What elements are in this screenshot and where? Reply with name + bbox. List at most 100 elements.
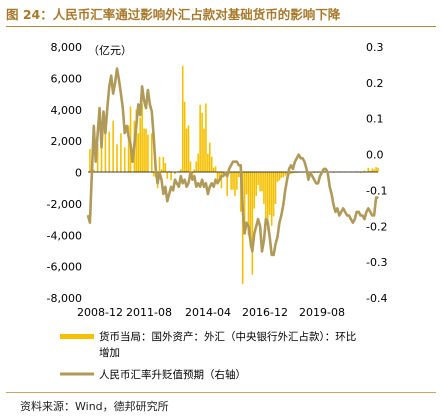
bar: [332, 172, 335, 173]
bar: [151, 133, 153, 172]
line-point: [313, 178, 316, 181]
line-point: [263, 239, 265, 242]
bar: [116, 144, 118, 172]
line-point: [270, 254, 273, 256]
line-point: [209, 186, 211, 188]
line-point: [228, 168, 230, 170]
line-point: [91, 171, 93, 174]
bar: [158, 156, 161, 172]
bar: [100, 134, 103, 172]
line-point: [290, 164, 292, 167]
bar: [108, 131, 111, 172]
bar: [141, 103, 143, 172]
line-point: [284, 189, 287, 192]
line-point: [292, 168, 294, 170]
bar: [183, 101, 186, 172]
left-axis-tick-label: 0: [75, 167, 82, 180]
source-note: 资料来源：Wind，德邦研究所: [20, 400, 169, 413]
line-point: [125, 125, 128, 127]
line-point: [174, 178, 176, 181]
bar: [313, 172, 315, 174]
line-point: [321, 171, 323, 174]
line-point: [162, 193, 165, 195]
bar: [230, 172, 232, 190]
line-point: [201, 178, 203, 181]
right-axis-tick-label: 0.2: [366, 77, 384, 90]
bar: [164, 163, 167, 172]
right-axis-tick-label: 0.1: [366, 113, 384, 126]
figure-title: 图 24：人民币汇率通过影响外汇占款对基础货币的影响下降: [6, 7, 341, 22]
line-point: [195, 186, 198, 188]
line-point: [100, 146, 103, 149]
left-axis-tick-label: 2,000: [51, 135, 83, 148]
line-point: [268, 236, 271, 238]
right-axis-tick-label: 0.0: [366, 149, 384, 162]
bar: [112, 120, 114, 172]
line-point: [238, 164, 240, 167]
bar: [170, 172, 172, 181]
bar: [180, 169, 182, 172]
bar: [257, 172, 259, 186]
line-point: [348, 214, 350, 217]
bar: [278, 172, 281, 181]
line-point: [151, 110, 153, 113]
bar: [226, 172, 228, 197]
bar: [195, 161, 198, 172]
bar: [247, 172, 250, 236]
line-point: [361, 214, 364, 217]
left-axis-tick-label: -6,000: [47, 261, 82, 274]
bar: [147, 134, 149, 172]
line-point: [143, 100, 145, 102]
line-point: [301, 157, 304, 159]
bar: [96, 144, 99, 172]
line-point: [350, 218, 352, 220]
bar: [367, 167, 370, 172]
line-point: [317, 182, 319, 185]
bar: [212, 167, 215, 172]
line-point: [183, 178, 186, 181]
line-point: [305, 168, 308, 170]
bar: [267, 172, 269, 231]
line-point: [352, 221, 354, 224]
line-point: [189, 171, 192, 174]
bar: [276, 172, 279, 182]
line-point: [193, 175, 196, 177]
line-point: [249, 239, 252, 242]
line-point: [137, 103, 140, 106]
line-point: [307, 178, 310, 181]
line-point: [127, 135, 130, 138]
bar: [280, 172, 283, 178]
line-point: [185, 186, 188, 188]
line-point: [326, 171, 329, 174]
line-point: [319, 175, 321, 177]
bar: [270, 172, 273, 226]
line-point: [330, 193, 333, 195]
left-axis-tick-label: -8,000: [47, 292, 82, 305]
line-point: [172, 189, 174, 192]
line-point: [239, 164, 242, 167]
line-point: [141, 85, 143, 88]
line-point: [116, 67, 118, 70]
bar: [245, 172, 248, 195]
bar: [375, 167, 377, 172]
line-point: [373, 214, 375, 217]
line-point: [282, 204, 285, 206]
line-point: [222, 175, 225, 177]
right-axis-tick-label: -0.3: [366, 256, 387, 269]
line-point: [367, 207, 370, 210]
bar: [143, 128, 145, 172]
line-point: [261, 250, 263, 253]
line-point: [274, 243, 277, 245]
left-axis-tick-label: 8,000: [51, 41, 83, 54]
line-point: [371, 214, 374, 217]
bar: [93, 169, 95, 172]
bar: [261, 172, 263, 192]
line-point: [154, 168, 157, 170]
legend-label-line: 人民币汇率升贬值预期（右轴）: [99, 368, 246, 381]
bar: [189, 161, 192, 172]
line-point: [336, 207, 339, 210]
line-point: [342, 207, 345, 210]
bar: [137, 133, 140, 172]
line-point: [118, 78, 120, 81]
line-point: [328, 186, 331, 188]
